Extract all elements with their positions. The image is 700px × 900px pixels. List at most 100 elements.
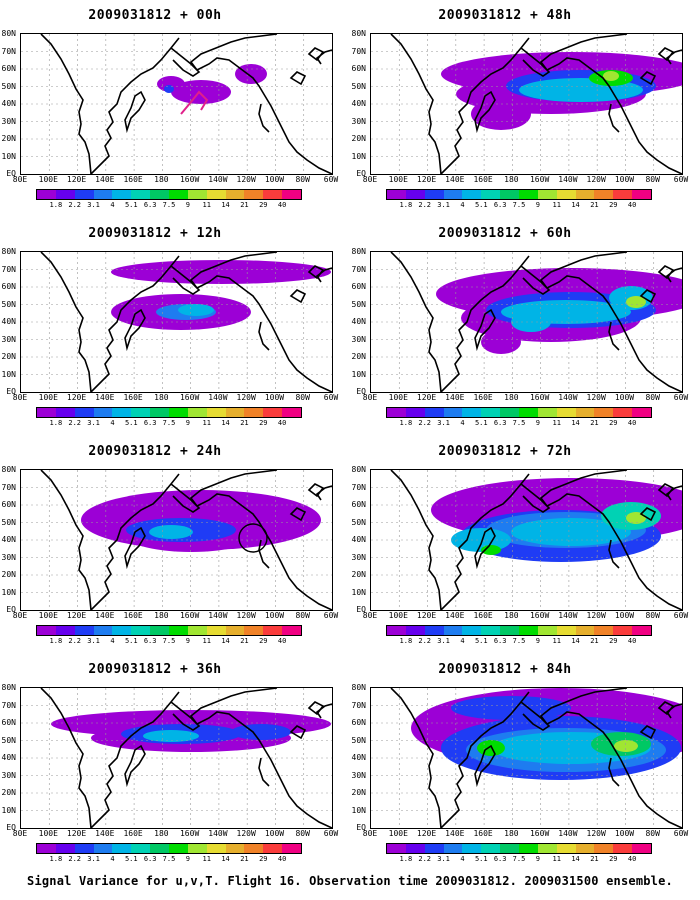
lon-tick-label: 80W [645, 175, 660, 184]
lat-tick-label: 40N [351, 754, 366, 762]
colorbar-swatch [263, 190, 283, 199]
lon-tick-label: 80W [295, 829, 310, 838]
map-panel: 2009031812 + 84h 80N 70N 60N 50N 40N 30N 20N 10N… [350, 662, 689, 884]
lat-tick-label: 50N [1, 300, 16, 309]
colorbar-swatch [613, 408, 633, 417]
coastline [546, 711, 682, 828]
variance-contour [231, 724, 291, 740]
colorbar-label: 3.1 [87, 201, 100, 209]
lat-tick-label: 60N [351, 65, 366, 73]
coastline [390, 688, 442, 828]
colorbar-swatch [282, 190, 302, 199]
colorbar-label: 40 [277, 637, 287, 645]
colorbar-swatch [500, 408, 520, 417]
lon-tick-label: 160W [179, 829, 200, 838]
lon-tick-label: 160W [179, 393, 200, 402]
lat-tick-label: 70N [1, 483, 16, 492]
lat-tick-label: 80N [1, 248, 16, 256]
lat-tick-label: 80N [1, 466, 16, 474]
colorbar-swatch [575, 408, 595, 417]
colorbar-swatch [206, 626, 226, 635]
colorbar-swatch [613, 626, 633, 635]
lat-tick-label: 70N [351, 265, 366, 274]
colorbar-label: 7.5 [512, 855, 526, 863]
colorbar-swatch [443, 408, 463, 417]
colorbar-swatch [387, 408, 406, 417]
lat-tick-label: 50N [351, 82, 366, 91]
lon-tick-label: 120E [66, 611, 87, 620]
lat-tick-label: 20N [351, 571, 366, 579]
colorbar-swatch [93, 190, 113, 199]
colorbar-swatch [519, 408, 538, 417]
colorbar-label: 29 [609, 201, 618, 209]
map-panel: 2009031812 + 12h 80N 70N 60N 50N 40N 30N 20N 10N… [0, 226, 339, 448]
lon-tick-label: 80E [362, 829, 378, 838]
lat-tick-label: 60N [1, 501, 16, 509]
colorbar-label: 1.8 [49, 637, 63, 645]
colorbar-label: 7.5 [162, 201, 176, 209]
colorbar-label: 14 [221, 855, 230, 863]
lon-tick-label: 60W [323, 393, 339, 402]
lat-tick-label: 80N [351, 30, 366, 38]
lon-tick-label: 120W [236, 611, 256, 620]
coastline [289, 507, 307, 522]
colorbar-label: 1.8 [399, 419, 413, 427]
lat-tick-label: 70N [1, 265, 16, 274]
lat-tick-label: 60N [351, 719, 366, 727]
lat-tick-label: EQ [6, 824, 16, 832]
coastline [170, 47, 201, 77]
colorbar-label: 9 [185, 419, 190, 427]
lat-tick-label: 10N [351, 152, 366, 161]
lat-tick-label: 30N [351, 117, 366, 126]
colorbar-label: 40 [277, 419, 287, 427]
colorbar-swatch [225, 190, 245, 199]
variance-map [20, 687, 333, 829]
lat-tick-label: 20N [351, 353, 366, 361]
colorbar-label: 1.8 [399, 201, 413, 209]
colorbar-swatch [150, 408, 170, 417]
colorbar-label: 1.8 [49, 855, 63, 863]
colorbar-swatch [575, 626, 595, 635]
colorbar-swatch [462, 190, 482, 199]
colorbar-label: 5.1 [124, 855, 138, 863]
colorbar-label: 29 [609, 637, 618, 645]
colorbar-label: 3.1 [437, 637, 450, 645]
colorbar-swatch [244, 408, 264, 417]
colorbar-label: 4 [460, 201, 465, 209]
coastline [307, 483, 325, 498]
colorbar-swatch [632, 626, 652, 635]
colorbar-swatch [537, 626, 557, 635]
variance-contour [149, 525, 193, 539]
variance-contour [171, 80, 231, 104]
lon-tick-label: 120E [66, 829, 87, 838]
coastline [657, 701, 675, 716]
colorbar-swatch [55, 844, 75, 853]
colorbar-swatch [263, 408, 283, 417]
coastline [289, 71, 307, 86]
lon-tick-label: 120W [586, 611, 606, 620]
lon-tick-label: 60W [673, 829, 689, 838]
colorbar-swatch [169, 626, 188, 635]
colorbar-swatch [481, 408, 501, 417]
colorbar-swatch [112, 408, 132, 417]
map-panel: 2009031812 + 72h 80N 70N 60N 50N 40N 30N 20N 10N… [350, 444, 689, 666]
lon-tick-label: 180 [504, 175, 519, 184]
lon-tick-label: 140E [95, 393, 115, 402]
colorbar-label: 11 [552, 855, 561, 863]
lon-tick-label: 60W [673, 611, 689, 620]
variance-contour [178, 304, 214, 316]
colorbar-swatch [575, 190, 595, 199]
coastline [639, 71, 657, 86]
colorbar-label: 11 [202, 637, 211, 645]
colorbar-label: 6.3 [143, 637, 157, 645]
colorbar-swatch [169, 844, 188, 853]
variance-map [20, 469, 333, 611]
colorbar-swatch [556, 408, 576, 417]
lon-tick-label: 120W [586, 829, 606, 838]
coastline [258, 757, 270, 787]
lon-tick-label: 80W [295, 393, 310, 402]
colorbar-swatch [263, 626, 283, 635]
colorbar-swatch [519, 626, 538, 635]
colorbar-swatch [244, 626, 264, 635]
lon-tick-label: 160W [529, 393, 550, 402]
